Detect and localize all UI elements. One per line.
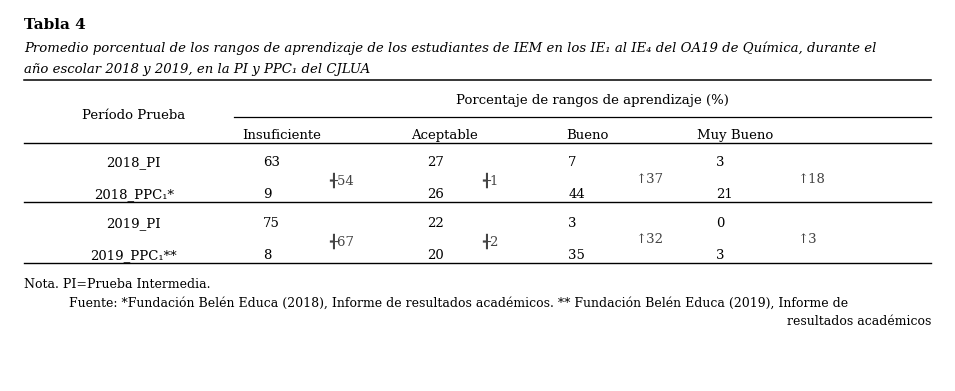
Text: Porcentaje de rangos de aprendizaje (%): Porcentaje de rangos de aprendizaje (%)	[456, 94, 729, 107]
Text: 63: 63	[263, 156, 280, 169]
Text: ╉1: ╉1	[482, 173, 499, 188]
Text: 7: 7	[568, 156, 577, 169]
Text: Promedio porcentual de los rangos de aprendizaje de los estudiantes de IEM en lo: Promedio porcentual de los rangos de apr…	[24, 41, 877, 55]
Text: año escolar 2018 y 2019, en la PI y PPC₁ del CJLUA: año escolar 2018 y 2019, en la PI y PPC₁…	[24, 63, 371, 76]
Text: 21: 21	[716, 188, 733, 201]
Text: 20: 20	[427, 249, 444, 262]
Text: Muy Bueno: Muy Bueno	[697, 129, 774, 142]
Text: Fuente: *Fundación Belén Educa (2018), Informe de resultados académicos. ** Fund: Fuente: *Fundación Belén Educa (2018), I…	[69, 297, 848, 310]
Text: 3: 3	[716, 249, 725, 262]
Text: resultados académicos: resultados académicos	[787, 315, 931, 328]
Text: Bueno: Bueno	[566, 129, 608, 142]
Text: 9: 9	[263, 188, 271, 201]
Text: Aceptable: Aceptable	[411, 129, 478, 142]
Text: 44: 44	[568, 188, 585, 201]
Text: ╉2: ╉2	[482, 233, 499, 249]
Text: 26: 26	[427, 188, 444, 201]
Text: 27: 27	[427, 156, 444, 169]
Text: ↑3: ↑3	[797, 233, 817, 246]
Text: 2019_PPC₁**: 2019_PPC₁**	[91, 249, 177, 262]
Text: 2018_PI: 2018_PI	[106, 156, 161, 169]
Text: ↑37: ↑37	[635, 173, 663, 186]
Text: ╉54: ╉54	[329, 173, 354, 188]
Text: Nota. PI=Prueba Intermedia.: Nota. PI=Prueba Intermedia.	[24, 278, 210, 291]
Text: 3: 3	[568, 217, 577, 230]
Text: ↑32: ↑32	[635, 233, 663, 246]
Text: 3: 3	[716, 156, 725, 169]
Text: 35: 35	[568, 249, 585, 262]
Text: ↑18: ↑18	[797, 173, 825, 186]
Text: 75: 75	[263, 217, 280, 230]
Text: 2018_PPC₁*: 2018_PPC₁*	[94, 188, 174, 201]
Text: 8: 8	[263, 249, 271, 262]
Text: Período Prueba: Período Prueba	[82, 109, 185, 122]
Text: Tabla 4: Tabla 4	[24, 18, 86, 32]
Text: Insuficiente: Insuficiente	[243, 129, 321, 142]
Text: 2019_PI: 2019_PI	[106, 217, 161, 230]
Text: ╉67: ╉67	[329, 233, 354, 249]
Text: 0: 0	[716, 217, 725, 230]
Text: 22: 22	[427, 217, 444, 230]
